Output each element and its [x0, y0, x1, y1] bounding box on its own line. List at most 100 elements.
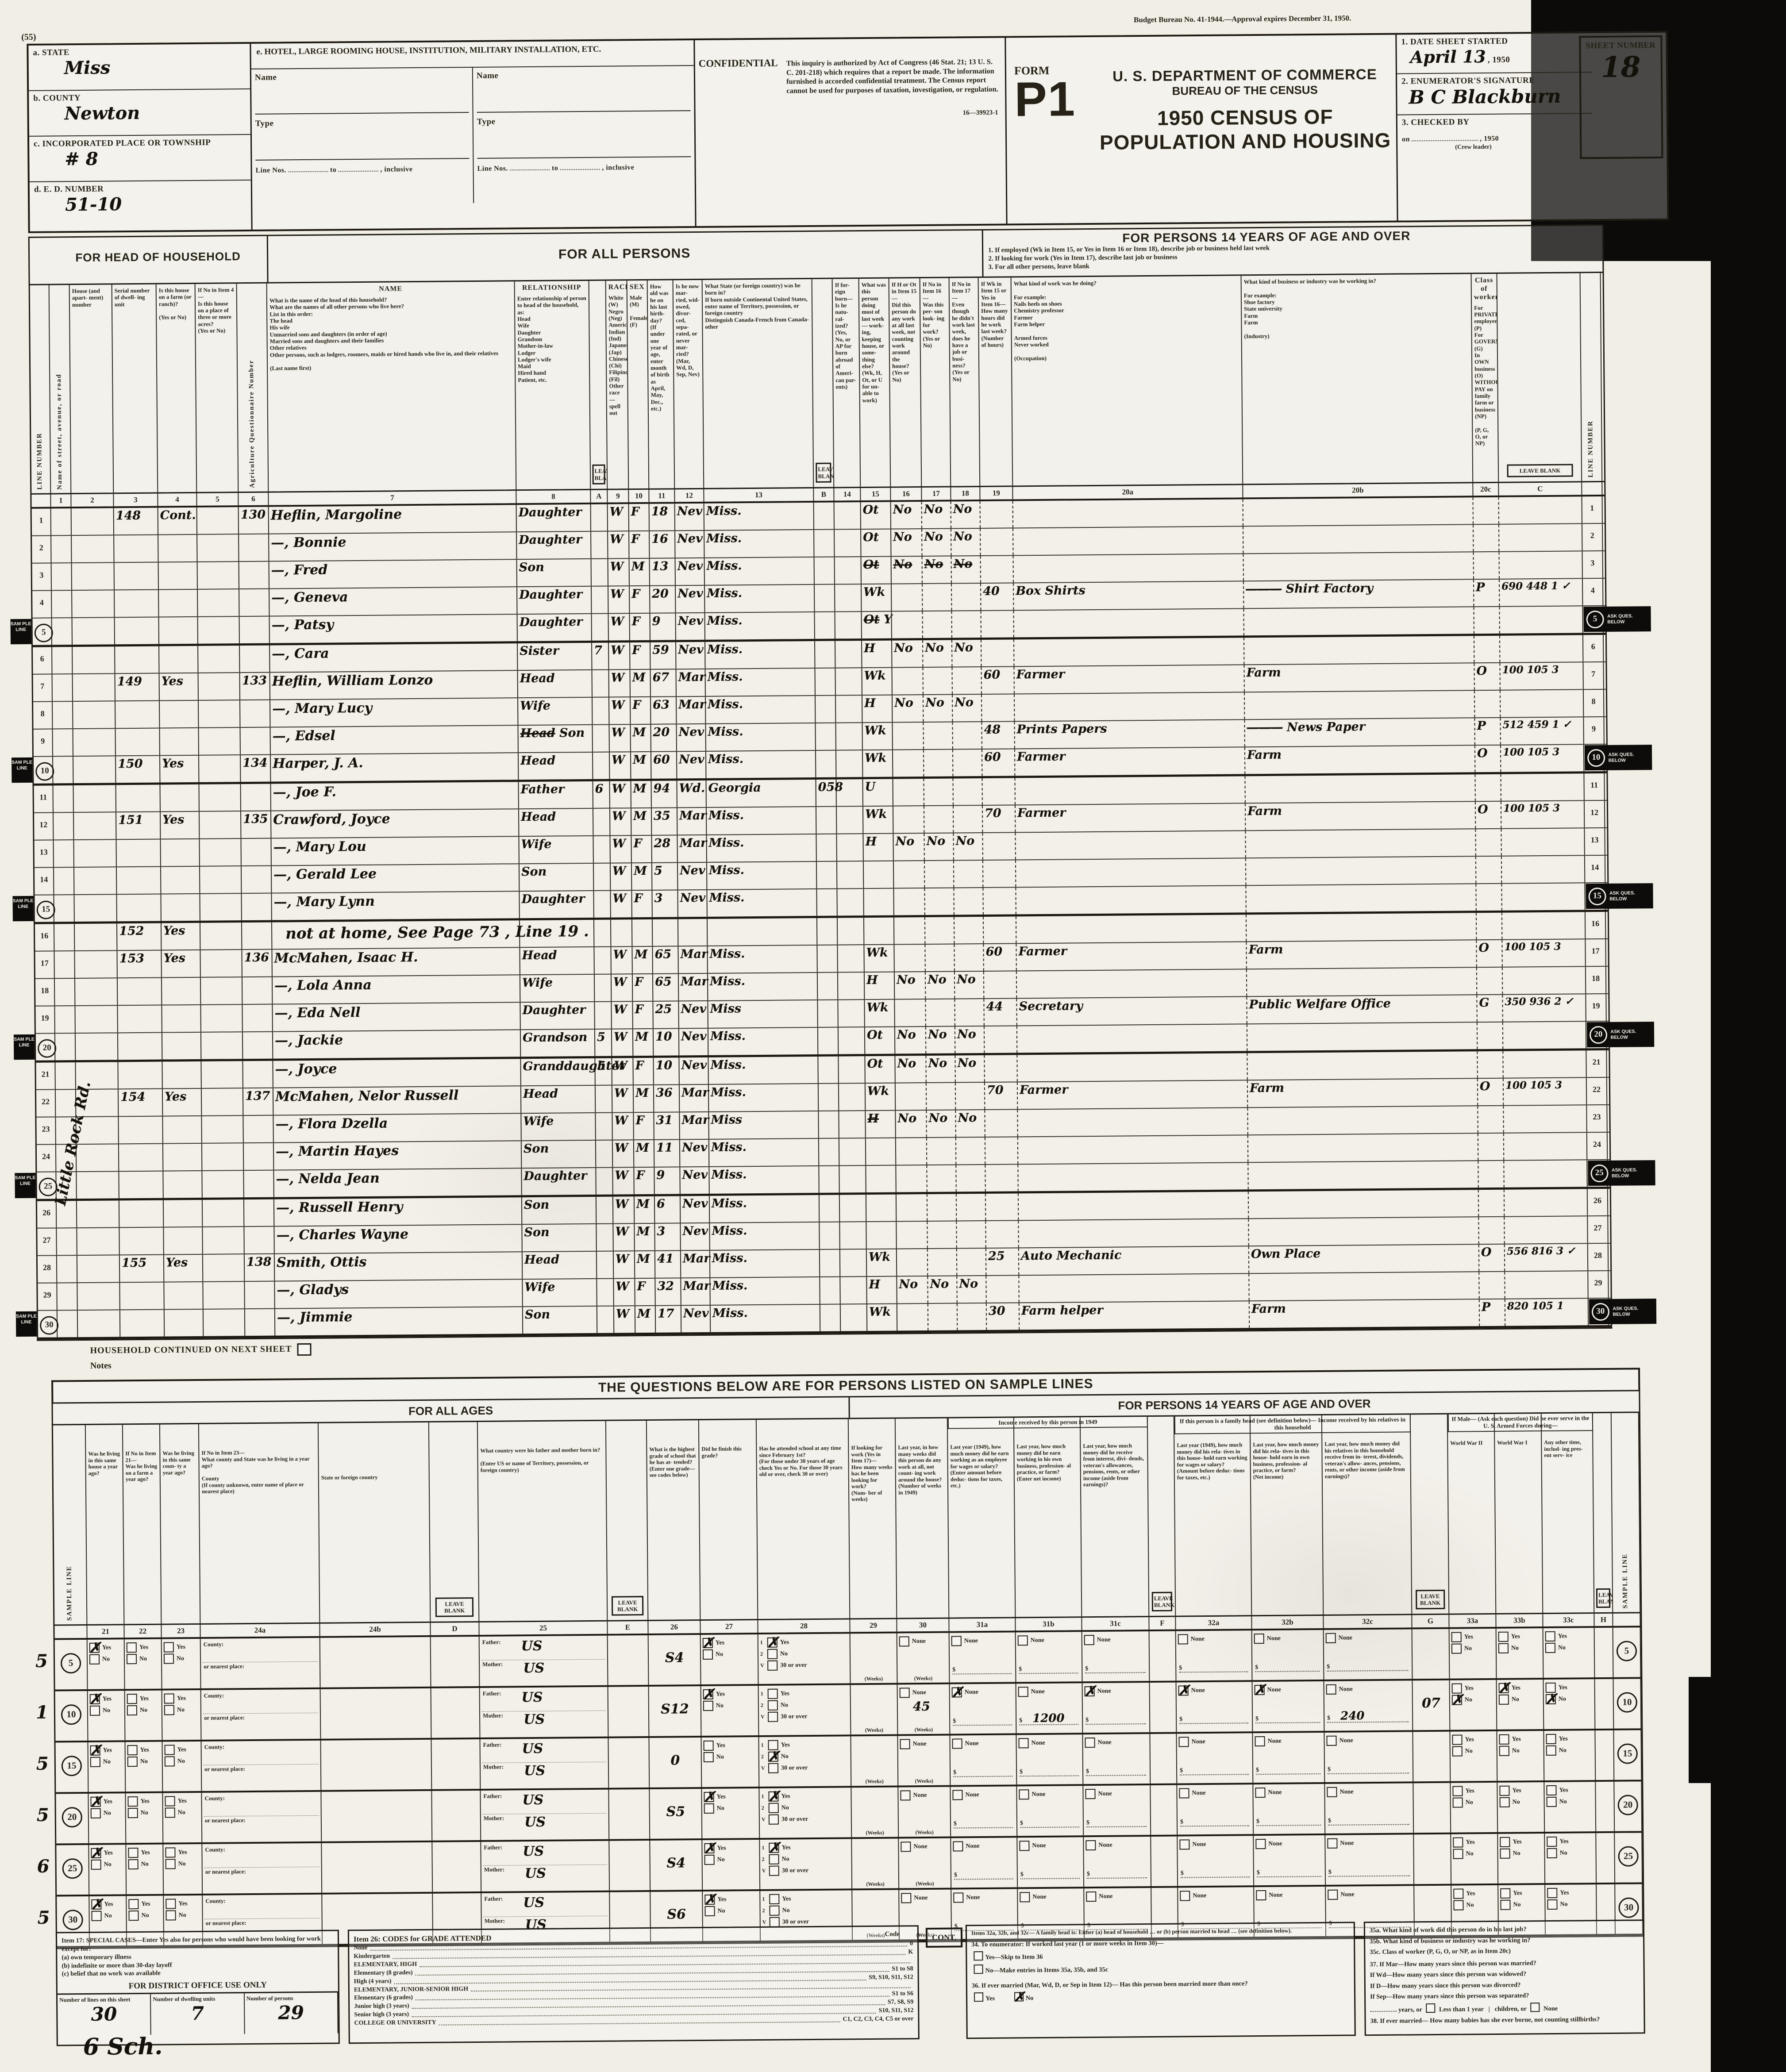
cell-age: 25: [653, 1001, 679, 1028]
cell-name: —, Joe F.: [271, 782, 519, 811]
cell-codes: [1500, 606, 1583, 634]
cell-mar: Nev: [677, 751, 707, 779]
checkbox-no: [1453, 1849, 1463, 1859]
cell-ind: ——— Shirt Factory: [1243, 580, 1474, 608]
checkbox-yes: [90, 1796, 101, 1807]
value-hrs: 25: [988, 1249, 1005, 1263]
sample-col-number-31b: 31b: [1016, 1618, 1082, 1631]
value-age: 31: [656, 1113, 673, 1127]
sample-cell-h: [1596, 1833, 1616, 1883]
cell-c14: [839, 1138, 866, 1165]
cell-agq: [242, 1004, 273, 1032]
value-codes: 556 816 3 ✓: [1506, 1245, 1576, 1257]
value-race: W: [610, 560, 624, 574]
value-mar: Mar: [679, 836, 707, 850]
cell-street: [55, 1006, 76, 1033]
value-i17: No: [926, 834, 946, 848]
cell-a: 7: [592, 642, 609, 669]
item-35b: 35b. What kind of business or industry w…: [1370, 1936, 1531, 1945]
cell-i16: [896, 1165, 928, 1192]
cell-codes: [1500, 635, 1584, 662]
value-occ: Box Shirts: [1016, 584, 1085, 598]
value-mar: Nev: [681, 1002, 707, 1016]
item34-no-checkbox: [974, 1964, 983, 1974]
sample-cell-c22: Yes No: [125, 1741, 163, 1792]
cell-serial: [120, 1282, 165, 1310]
checkbox-none: [1326, 1684, 1336, 1695]
cell-mar: Mar: [676, 669, 706, 696]
sample-line-badge-right: 20 ASK QUES. BELOW: [1586, 1022, 1655, 1048]
sample-col-header-31a: Last year (1949), how much money did he …: [947, 1418, 1016, 1618]
sample-cell-c25: Father: US Mother: US: [481, 1789, 610, 1840]
cell-house: [73, 812, 117, 840]
sample-cell-c24a: County: or nearest place:: [200, 1638, 321, 1688]
sample-cell-e: [608, 1738, 650, 1788]
sheet-number-box: SHEET NUMBER 18: [1579, 35, 1663, 159]
sample-cell-c30: None (Weeks): [898, 1735, 951, 1786]
checkbox-yes: [1500, 1888, 1511, 1899]
cell-born: Miss.: [710, 1304, 821, 1332]
value-serial: 151: [118, 813, 143, 827]
cell-name: —, Eda Nell: [273, 1003, 521, 1031]
sample-col-number-30: 30: [897, 1618, 950, 1632]
cell-i16: [893, 750, 924, 777]
person-name: —, Russell Henry: [276, 1199, 403, 1216]
line-number: 18: [41, 986, 49, 995]
cell-i15: [866, 1194, 897, 1222]
sample-line-number: 30: [62, 1910, 83, 1930]
cell-acres: [201, 1005, 243, 1032]
checkbox-yes: [769, 1894, 780, 1904]
cell-hrs: 40: [981, 583, 1014, 610]
col-header-B: LEAVE BLANK: [812, 279, 835, 487]
cell-codes: [1499, 524, 1583, 551]
sample-cell-c31b: None $1200: [1016, 1683, 1083, 1734]
cell-i15: H: [864, 972, 895, 999]
cell-agq: [241, 784, 271, 811]
sample-line-badge-left: SAM PLE LINE: [13, 1034, 35, 1060]
cell-cls: [1473, 497, 1499, 524]
cell-ln2: 21: [1586, 1050, 1607, 1077]
cell-ln: 12: [34, 813, 54, 840]
cell-i15: Ot: [865, 1056, 896, 1083]
sample-cell-c31c: None$: [1082, 1683, 1151, 1733]
cell-farm: [159, 617, 199, 644]
grade-attended: 0: [670, 1753, 680, 1768]
value-mar: Nev: [677, 586, 703, 601]
cell-cls: G: [1477, 995, 1503, 1022]
cell-street: [57, 1256, 78, 1283]
cell-cls: [1477, 1022, 1504, 1049]
value-race: W: [612, 837, 626, 851]
cell-name: —, Jimmie: [275, 1307, 523, 1336]
sample-line-number: 5: [60, 1653, 81, 1674]
cell-i17: [925, 917, 955, 944]
col-header-14: If for- eign born— Is he natu- ral- ized…: [832, 279, 861, 487]
cell-cls: O: [1478, 1078, 1504, 1106]
checkbox-none: [1086, 1891, 1097, 1902]
line-number-right: 23: [1593, 1112, 1601, 1122]
father-country: US: [522, 1741, 543, 1757]
value-hrs: 60: [984, 750, 1001, 764]
line-number-right: 2: [1590, 531, 1594, 540]
line-number-right: 9: [1592, 724, 1596, 734]
cell-rel: Head Son: [518, 725, 593, 753]
value-born: Miss.: [712, 1251, 748, 1265]
cell-ind: Farm: [1245, 802, 1476, 830]
cell-rel: Daughter: [520, 891, 594, 919]
checkbox-none: [953, 1841, 963, 1852]
cell-c14: [840, 1249, 867, 1276]
line-number-right: 14: [1590, 863, 1599, 872]
cell-c14: [836, 807, 864, 834]
cell-house: [72, 563, 115, 590]
value-cls: O: [1477, 746, 1488, 761]
cell-born: Miss.: [706, 807, 817, 834]
cell-rel: Head: [522, 1251, 597, 1279]
cell-farm: [161, 839, 200, 866]
checkbox-yes: [1546, 1734, 1556, 1745]
cell-born: Miss.: [706, 723, 816, 751]
cell-ind: [1246, 857, 1477, 885]
value-race: W: [612, 892, 627, 906]
checkbox-none: [1085, 1789, 1096, 1799]
cell-name: not at home, See Page 73 , Line 19 .: [272, 920, 589, 949]
cell-b: [817, 889, 838, 916]
sample-col-header-22: If No in Item 21— Was he living on a far…: [123, 1424, 162, 1624]
